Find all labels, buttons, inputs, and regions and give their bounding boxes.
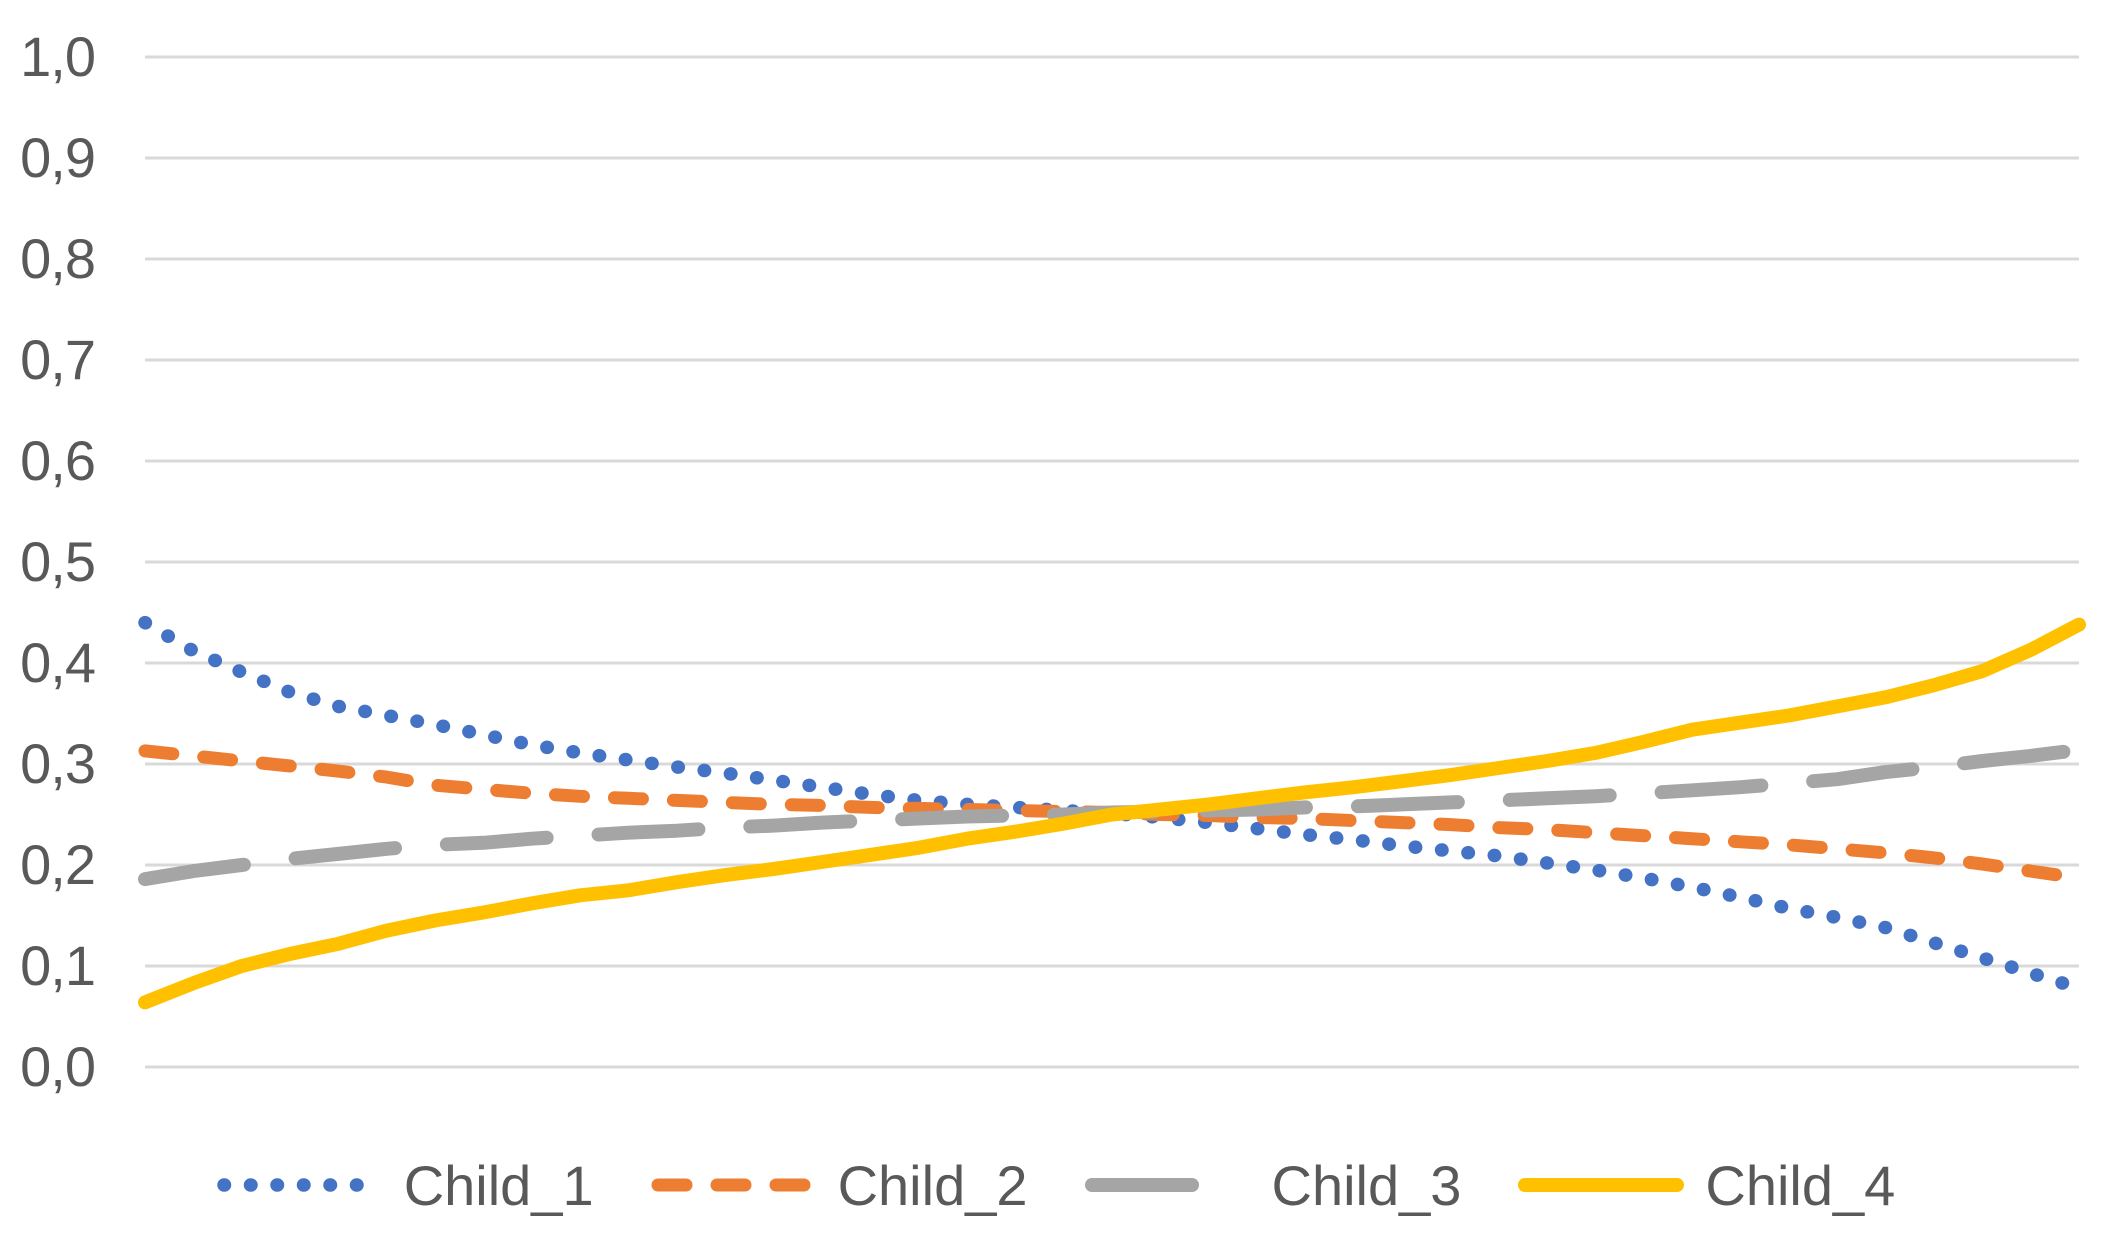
legend-marker-child-1-dotted-line-icon: [216, 1178, 383, 1192]
series-line-child_4: [138, 617, 2086, 1010]
series-line-child_1: [138, 615, 2086, 995]
y-axis-tick-label: 0,8: [20, 227, 96, 290]
legend-item-child-2: Child_2: [650, 1153, 1028, 1218]
y-axis-tick-label: 0,6: [20, 429, 96, 492]
legend-item-child-3: Child_3: [1084, 1153, 1462, 1218]
legend: Child_1 Child_2 Child_3 Child_4: [0, 1146, 2111, 1224]
y-axis-tick-label: 1,0: [20, 25, 96, 88]
legend-label: Child_2: [837, 1153, 1028, 1217]
legend-item-child-1: Child_1: [216, 1153, 594, 1218]
y-axis-tick-label: 0,1: [20, 934, 96, 997]
legend-marker-child-2-dashed-line-icon: [651, 1178, 817, 1192]
legend-marker-child-4-solid-line-icon: [1518, 1178, 1685, 1192]
legend-marker-child-3-long-dash-line-icon: [1084, 1178, 1251, 1192]
y-axis-tick-label: 0,9: [20, 126, 96, 189]
legend-label: Child_1: [403, 1153, 594, 1217]
y-axis-tick-label: 0,7: [20, 328, 96, 391]
y-axis-tick-label: 0,4: [20, 631, 96, 694]
legend-item-child-4: Child_4: [1517, 1153, 1895, 1218]
gridlines: [145, 55, 2079, 1069]
y-axis-tick-label: 0,3: [20, 732, 96, 795]
legend-label: Child_4: [1705, 1153, 1896, 1217]
y-axis-tick-label: 0,5: [20, 530, 96, 593]
y-axis-tick-label: 0,2: [20, 833, 96, 896]
y-axis-tick-label: 0,0: [20, 1035, 96, 1098]
legend-label: Child_3: [1271, 1153, 1462, 1217]
